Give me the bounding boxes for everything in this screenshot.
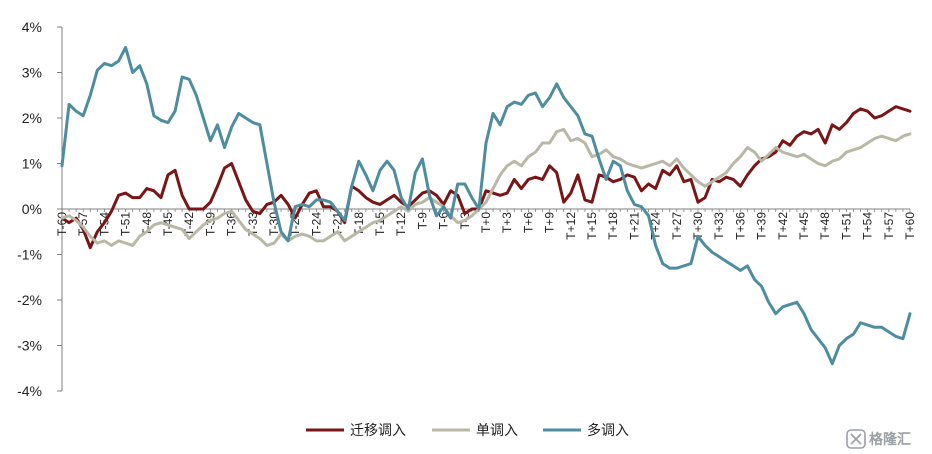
series-layer bbox=[60, 45, 912, 366]
watermark: 格隆汇 bbox=[846, 429, 911, 449]
x-tick-label: T-51 bbox=[119, 212, 133, 236]
y-tick-label: -4% bbox=[17, 383, 42, 399]
x-tick-label: T+27 bbox=[670, 212, 684, 240]
y-tick-label: 0% bbox=[22, 201, 42, 217]
y-axis: -4% -3% -2% -1% 0% 1% 2% 3% 4% bbox=[17, 19, 63, 399]
x-tick-label: T+0 bbox=[479, 212, 493, 233]
x-tick-label: T-24 bbox=[309, 212, 323, 236]
x-tick-label: T-42 bbox=[182, 212, 196, 236]
y-tick-label: -1% bbox=[17, 247, 42, 263]
legend-label-1: 单调入 bbox=[476, 422, 518, 438]
x-tick-label: T+12 bbox=[564, 212, 578, 240]
x-tick-label: T+39 bbox=[755, 212, 769, 240]
x-tick-label: T+3 bbox=[500, 212, 514, 233]
x-tick-label: T+42 bbox=[776, 212, 790, 240]
x-tick-label: T+9 bbox=[543, 212, 557, 233]
y-tick-label: -2% bbox=[17, 292, 42, 308]
watermark-logo-icon bbox=[846, 429, 866, 449]
series-line-1 bbox=[60, 127, 912, 247]
legend-label-2: 多调入 bbox=[587, 422, 629, 438]
x-tick-label: T-15 bbox=[373, 212, 387, 236]
x-tick-label: T+18 bbox=[606, 212, 620, 240]
x-tick-label: T-33 bbox=[246, 212, 260, 236]
x-tick-label: T+57 bbox=[882, 212, 896, 240]
x-tick-label: T+30 bbox=[691, 212, 705, 240]
y-tick-label: 4% bbox=[22, 19, 42, 35]
series-line-0 bbox=[60, 105, 912, 250]
series-line-2 bbox=[60, 45, 912, 366]
x-axis: T-60 T-57 T-54 T-51 T-48 T-45 T-42 T-39 T-36 T-33… bbox=[55, 208, 917, 240]
x-tick-label: T-12 bbox=[394, 212, 408, 236]
x-tick-label: T-9 bbox=[415, 212, 429, 230]
y-tick-label: 2% bbox=[22, 110, 42, 126]
x-tick-label: T+33 bbox=[712, 212, 726, 240]
legend-label-0: 迁移调入 bbox=[350, 422, 406, 438]
x-tick-label: T+15 bbox=[585, 212, 599, 240]
y-tick-label: 3% bbox=[22, 65, 42, 81]
x-tick-label: T+6 bbox=[521, 212, 535, 233]
x-tick-label: T+54 bbox=[861, 212, 875, 240]
x-tick-label: T+45 bbox=[797, 212, 811, 240]
x-tick-label: T-6 bbox=[437, 212, 451, 230]
watermark-text: 格隆汇 bbox=[869, 431, 911, 447]
x-tick-label: T+36 bbox=[733, 212, 747, 240]
x-tick-label: T+21 bbox=[627, 212, 641, 240]
legend: 迁移调入 单调入 多调入 bbox=[306, 422, 629, 438]
y-tick-label: 1% bbox=[22, 156, 42, 172]
x-tick-label: T+48 bbox=[818, 212, 832, 240]
x-tick-label: T+51 bbox=[839, 212, 853, 240]
x-tick-label: T+60 bbox=[903, 212, 917, 240]
y-tick-label: -3% bbox=[17, 338, 42, 354]
